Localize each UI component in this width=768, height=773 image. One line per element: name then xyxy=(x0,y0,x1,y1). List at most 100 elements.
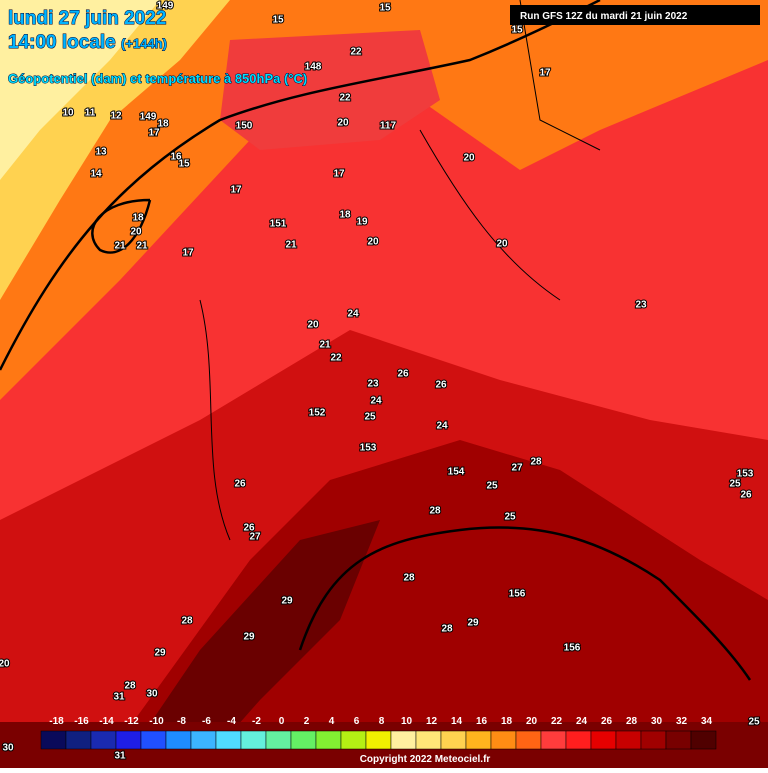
contour-label: 149 xyxy=(140,112,157,123)
contour-label: 16 xyxy=(170,152,182,163)
legend-swatch xyxy=(490,730,517,750)
legend-swatch xyxy=(140,730,167,750)
contour-label: 20 xyxy=(0,659,10,670)
contour-label: 17 xyxy=(182,248,194,259)
legend-swatch xyxy=(215,730,242,750)
contour-label: 21 xyxy=(285,240,297,251)
legend-tick-label: -14 xyxy=(99,716,114,727)
contour-label: 19 xyxy=(356,217,368,228)
legend-tick-label: 12 xyxy=(426,716,438,727)
contour-label: 20 xyxy=(367,237,379,248)
contour-label: 22 xyxy=(350,47,362,58)
legend-swatch xyxy=(115,730,142,750)
legend-swatch xyxy=(615,730,642,750)
contour-label: 149 xyxy=(157,1,174,12)
contour-label: 31 xyxy=(113,692,125,703)
legend-tick-label: 6 xyxy=(354,716,360,727)
contour-label: 117 xyxy=(380,121,397,132)
contour-label: 23 xyxy=(635,300,647,311)
contour-label: 25 xyxy=(748,717,760,728)
contour-label: 20 xyxy=(130,227,142,238)
contour-label: 28 xyxy=(403,573,415,584)
contour-label: 27 xyxy=(249,532,261,543)
contour-label: 30 xyxy=(2,743,14,754)
time: 14:00 locale xyxy=(8,32,116,53)
legend-swatch xyxy=(440,730,467,750)
legend-swatch xyxy=(65,730,92,750)
orange-zone xyxy=(0,0,768,400)
legend-tick-label: -18 xyxy=(49,716,64,727)
contour-label: 20 xyxy=(496,239,508,250)
title-block: lundi 27 juin 2022 14:00 locale (+144h) … xyxy=(8,8,308,87)
title-time: 14:00 locale (+144h) xyxy=(8,32,167,53)
legend-swatch xyxy=(315,730,342,750)
contour-label: 20 xyxy=(307,320,319,331)
contour-label: 17 xyxy=(230,185,242,196)
contour-label: 25 xyxy=(486,481,498,492)
legend-tick-label: -12 xyxy=(124,716,139,727)
legend-tick-label: 30 xyxy=(651,716,663,727)
isohypse xyxy=(298,526,752,681)
contour-label: 148 xyxy=(305,62,322,73)
legend-swatch xyxy=(665,730,692,750)
subtitle: Géopotentiel (dam) et température à 850h… xyxy=(8,71,307,86)
legend-swatch xyxy=(265,730,292,750)
legend-swatch xyxy=(365,730,392,750)
contour-label: 28 xyxy=(429,506,441,517)
contour-label: 20 xyxy=(337,118,349,129)
contour-label: 27 xyxy=(511,463,523,474)
legend-swatch xyxy=(465,730,492,750)
contour-label: 15 xyxy=(272,15,284,26)
legend-tick-label: -2 xyxy=(252,716,261,727)
contour-label: 22 xyxy=(339,93,351,104)
legend-tick-label: 24 xyxy=(576,716,588,727)
contour-label: 14 xyxy=(90,169,102,180)
title-date: lundi 27 juin 2022 xyxy=(8,8,166,29)
contour-label: 156 xyxy=(509,589,526,600)
legend-swatch xyxy=(540,730,567,750)
color-legend: -18 -16 -14 -12 -10 -8 -6 -4 -2 0 2 4 6 8 10 12 14 16 18 20… xyxy=(40,716,717,750)
contour-label: 28 xyxy=(441,624,453,635)
legend-tick-label: 2 xyxy=(304,716,310,727)
contour-label: 24 xyxy=(347,309,359,320)
copyright: Copyright 2022 Meteociel.fr xyxy=(360,754,491,765)
contour-label: 17 xyxy=(539,68,551,79)
legend-tick-label: 18 xyxy=(501,716,513,727)
contour-label: 154 xyxy=(448,467,465,478)
legend-swatch xyxy=(40,730,67,750)
contour-label: 151 xyxy=(270,219,287,230)
contour-label: 156 xyxy=(564,643,581,654)
isohypse xyxy=(0,0,601,371)
contour-label: 31 xyxy=(114,751,126,762)
legend-swatch xyxy=(390,730,417,750)
contour-label: 28 xyxy=(181,616,193,627)
legend-tick-label: -8 xyxy=(177,716,186,727)
legend-tick-label: -6 xyxy=(202,716,211,727)
contour-label: 29 xyxy=(243,632,255,643)
legend-tick-label: -4 xyxy=(227,716,236,727)
legend-tick-label: 22 xyxy=(551,716,563,727)
contour-label: 28 xyxy=(124,681,136,692)
contour-label: 26 xyxy=(234,479,246,490)
legend-tick-label: -10 xyxy=(149,716,164,727)
contour-label: 21 xyxy=(114,241,126,252)
legend-tick-label: 14 xyxy=(451,716,463,727)
contour-label: 153 xyxy=(360,443,377,454)
contour-label: 15 xyxy=(379,3,391,14)
coastline xyxy=(199,0,601,541)
contour-label: 22 xyxy=(330,353,342,364)
contour-label: 25 xyxy=(504,512,516,523)
contour-label: 13 xyxy=(95,147,107,158)
legend-swatch xyxy=(290,730,317,750)
darkest-zone xyxy=(120,520,380,768)
legend-tick-label: 0 xyxy=(279,716,285,727)
legend-swatch xyxy=(565,730,592,750)
contour-label: 153 xyxy=(737,469,754,480)
contour-label: 26 xyxy=(435,380,447,391)
legend-tick-label: 26 xyxy=(601,716,613,727)
contour-label: 29 xyxy=(154,648,166,659)
legend-tick-label: -16 xyxy=(74,716,89,727)
contour-label: 11 xyxy=(85,108,96,119)
